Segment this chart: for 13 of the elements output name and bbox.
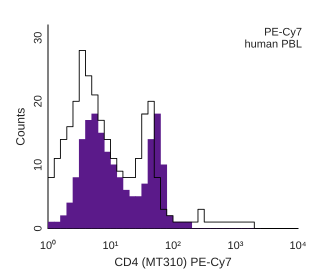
x-tick-label: 10² — [165, 240, 182, 252]
y-tick-label: 20 — [32, 95, 45, 108]
annotation: PE-Cy7 — [264, 26, 302, 39]
x-tick-label: 10³ — [228, 240, 244, 252]
x-tick-label: 10⁰ — [40, 239, 56, 252]
y-tick-label: 0 — [32, 225, 45, 232]
x-tick-label: 10⁴ — [290, 240, 307, 252]
y-axis-title: Counts — [14, 108, 28, 146]
x-axis-title: CD4 (MT310) PE-Cy7 — [114, 255, 232, 270]
x-tick-label: 10¹ — [102, 240, 119, 252]
y-tick-label: 10 — [32, 158, 45, 171]
annotation: human PBL — [244, 38, 302, 51]
y-tick-label: 30 — [32, 32, 45, 44]
